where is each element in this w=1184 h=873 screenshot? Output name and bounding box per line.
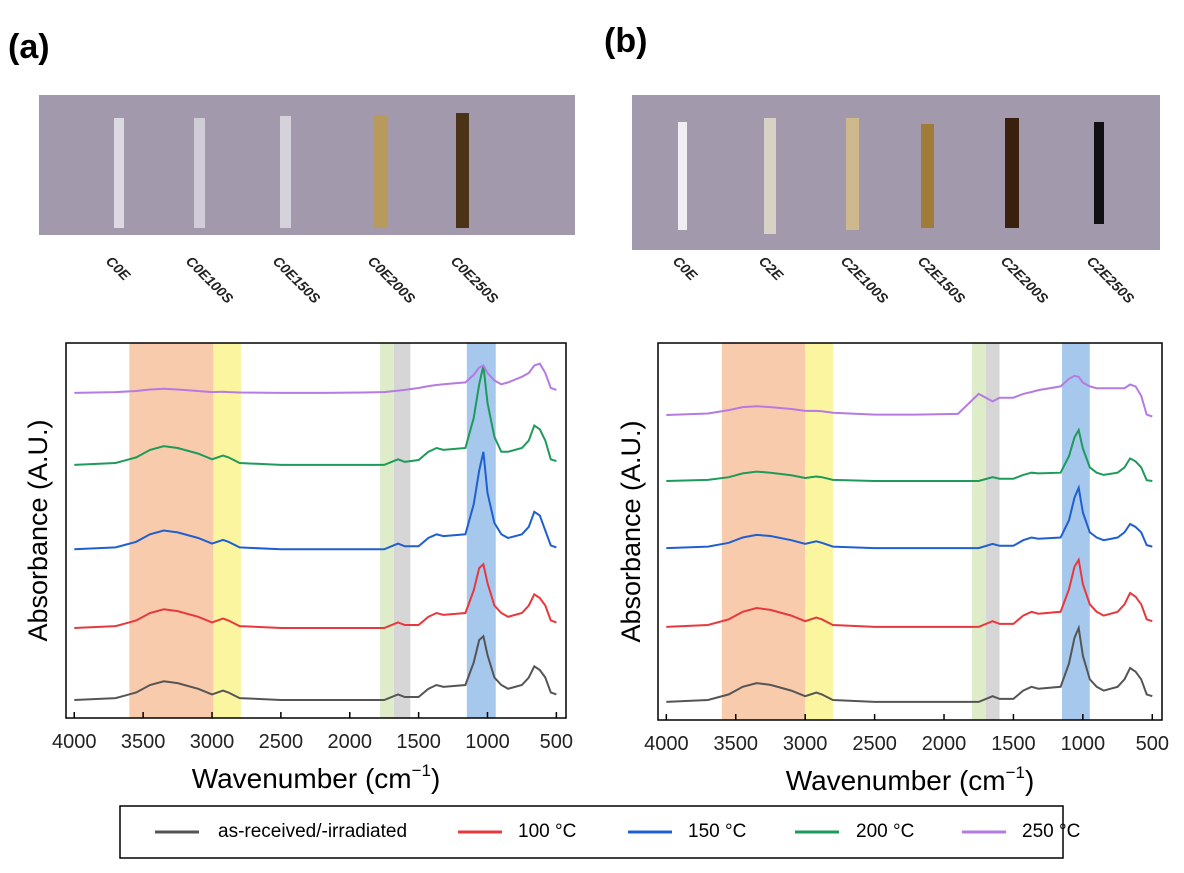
x-axis-label: Wavenumber (cm−1)	[786, 763, 1035, 796]
y-axis-label: Absorbance (A.U.)	[23, 419, 53, 641]
legend-label: 200 °C	[856, 821, 914, 842]
legend-box	[119, 805, 1064, 859]
x-tick-label: 3000	[783, 733, 828, 755]
sample-label: C0E250S	[448, 253, 502, 307]
fibers	[114, 113, 469, 228]
x-tick-label: 1500	[991, 733, 1036, 755]
spectrum-line	[74, 562, 557, 629]
x-tick-label: 2000	[327, 731, 372, 753]
x-axis-label-end: )	[1025, 765, 1034, 796]
sample-label: C0E	[103, 253, 134, 284]
spectrum-line	[74, 365, 557, 466]
sample-label: C2E150S	[915, 253, 969, 307]
x-axis-label-end: )	[431, 763, 440, 794]
band	[985, 343, 1000, 720]
band	[380, 343, 394, 718]
x-tick-label: 500	[1136, 733, 1169, 755]
sample-label: C0E150S	[270, 253, 324, 307]
spectrum-line	[74, 451, 557, 551]
x-axis-label-text: Wavenumber (cm	[192, 763, 412, 794]
x-axis-label-text: Wavenumber (cm	[786, 765, 1006, 796]
x-tick-label: 3500	[121, 731, 166, 753]
band	[1062, 343, 1090, 720]
photo	[39, 95, 575, 235]
x-tick-label: 4000	[644, 733, 689, 755]
band	[393, 343, 411, 718]
fibers	[678, 118, 1104, 234]
spectrum-line	[666, 624, 1153, 703]
band	[721, 343, 806, 720]
plot-frame	[657, 342, 1163, 721]
x-tick-label: 1500	[396, 731, 441, 753]
x-tick-label: 2500	[852, 733, 897, 755]
sample-label: C0E100S	[183, 253, 237, 307]
legend-label: as-received/-irradiated	[218, 821, 407, 842]
x-tick-label: 3000	[190, 731, 235, 753]
x-tick-label: 4000	[52, 731, 97, 753]
sample-label: C2E250S	[1084, 253, 1138, 307]
x-tick-label: 3500	[714, 733, 759, 755]
panel-label: (a)	[8, 28, 50, 66]
x-tick-label: 1000	[465, 731, 510, 753]
band	[805, 343, 833, 720]
x-tick-label: 2000	[922, 733, 967, 755]
spectrum-line	[74, 362, 557, 394]
legend-label: 250 °C	[1022, 821, 1080, 842]
sample-label: C0E	[670, 253, 701, 284]
x-axis-label-sup: −1	[1006, 763, 1025, 782]
photo	[632, 95, 1160, 250]
y-axis-label: Absorbance (A.U.)	[616, 420, 646, 642]
x-tick-label: 2500	[259, 731, 304, 753]
spectrum-line	[666, 374, 1153, 418]
plot-frame	[65, 342, 567, 719]
sample-label: C2E100S	[838, 253, 892, 307]
x-axis-label: Wavenumber (cm−1)	[192, 761, 441, 794]
legend-label: 100 °C	[518, 821, 576, 842]
sample-label: C2E	[756, 253, 787, 284]
sample-label: C2E200S	[998, 253, 1052, 307]
band	[213, 343, 241, 718]
spectrum-line	[666, 427, 1153, 482]
panel-label: (b)	[604, 22, 647, 60]
x-tick-label: 500	[540, 731, 573, 753]
band	[466, 343, 496, 718]
x-tick-label: 1000	[1061, 733, 1106, 755]
x-axis-label-sup: −1	[412, 761, 431, 780]
spectrum-line	[74, 634, 557, 701]
legend-label: 150 °C	[688, 821, 746, 842]
spectrum-line	[666, 557, 1153, 628]
spectrum-line	[666, 484, 1153, 550]
sample-label: C0E200S	[365, 253, 419, 307]
band	[129, 343, 214, 718]
